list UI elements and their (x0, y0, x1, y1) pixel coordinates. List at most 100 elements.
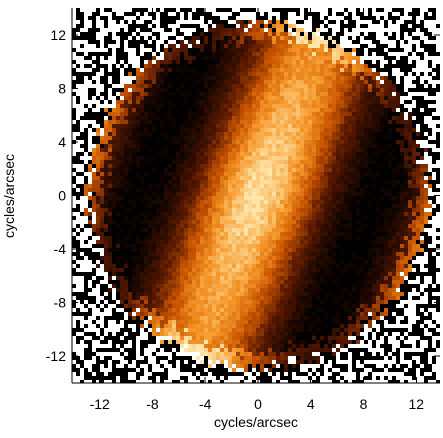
pixel (108, 116, 112, 120)
pixel (432, 120, 436, 124)
pixel (432, 84, 436, 88)
pixel (144, 68, 148, 72)
pixel (412, 136, 416, 140)
pixel (244, 80, 248, 84)
pixel (356, 216, 360, 220)
pixel (84, 12, 88, 16)
pixel (176, 28, 180, 32)
pixel (176, 196, 180, 200)
pixel (420, 164, 424, 168)
pixel (108, 112, 112, 116)
pixel (152, 12, 156, 16)
pixel (164, 48, 168, 52)
pixel (180, 188, 184, 192)
pixel (412, 72, 416, 76)
pixel (244, 52, 248, 56)
pixel (132, 152, 136, 156)
pixel (368, 220, 372, 224)
pixel (428, 8, 432, 12)
pixel (360, 180, 364, 184)
pixel (224, 68, 228, 72)
pixel (336, 104, 340, 108)
pixel (272, 116, 276, 120)
pixel (76, 28, 80, 32)
pixel (272, 80, 276, 84)
pixel (332, 176, 336, 180)
pixel (408, 120, 412, 124)
pixel (208, 112, 212, 116)
pixel (360, 208, 364, 212)
pixel (248, 8, 252, 12)
pixel (368, 28, 372, 32)
pixel (124, 180, 128, 184)
pixel (412, 140, 416, 144)
pixel (208, 116, 212, 120)
pixel (248, 88, 252, 92)
pixel (120, 204, 124, 208)
pixel (420, 212, 424, 216)
pixel (244, 20, 248, 24)
pixel (316, 28, 320, 32)
pixel (356, 124, 360, 128)
pixel (176, 104, 180, 108)
pixel (292, 184, 296, 188)
pixel (260, 156, 264, 160)
pixel (416, 200, 420, 204)
pixel (208, 188, 212, 192)
pixel (208, 28, 212, 32)
pixel (340, 132, 344, 136)
pixel (280, 212, 284, 216)
pixel (124, 20, 128, 24)
pixel (172, 136, 176, 140)
pixel (420, 140, 424, 144)
pixel (364, 32, 368, 36)
pixel (88, 208, 92, 212)
pixel (340, 60, 344, 64)
pixel (368, 24, 372, 28)
pixel (164, 208, 168, 212)
pixel (288, 180, 292, 184)
pixel (344, 16, 348, 20)
pixel (76, 92, 80, 96)
pixel (164, 144, 168, 148)
pixel (352, 132, 356, 136)
pixel (328, 100, 332, 104)
pixel (284, 8, 288, 12)
pixel (344, 120, 348, 124)
pixel (340, 16, 344, 20)
pixel (288, 148, 292, 152)
pixel (104, 208, 108, 212)
pixel (332, 172, 336, 176)
pixel (324, 180, 328, 184)
pixel (80, 204, 84, 208)
pixel (140, 128, 144, 132)
pixel (300, 76, 304, 80)
pixel (104, 60, 108, 64)
pixel (436, 156, 440, 160)
pixel (92, 172, 96, 176)
pixel (380, 172, 384, 176)
pixel (304, 136, 308, 140)
pixel (168, 32, 172, 36)
pixel (136, 56, 140, 60)
pixel (76, 124, 80, 128)
pixel (108, 32, 112, 36)
pixel (88, 136, 92, 140)
pixel (412, 40, 416, 44)
pixel (364, 180, 368, 184)
pixel (152, 208, 156, 212)
pixel (256, 16, 260, 20)
pixel (108, 16, 112, 20)
pixel (364, 48, 368, 52)
pixel (80, 144, 84, 148)
pixel (100, 16, 104, 20)
pixel (384, 128, 388, 132)
pixel (220, 100, 224, 104)
pixel (424, 76, 428, 80)
pixel (396, 88, 400, 92)
pixel (80, 28, 84, 32)
pixel (100, 152, 104, 156)
pixel (256, 180, 260, 184)
pixel (256, 80, 260, 84)
pixel (212, 12, 216, 16)
